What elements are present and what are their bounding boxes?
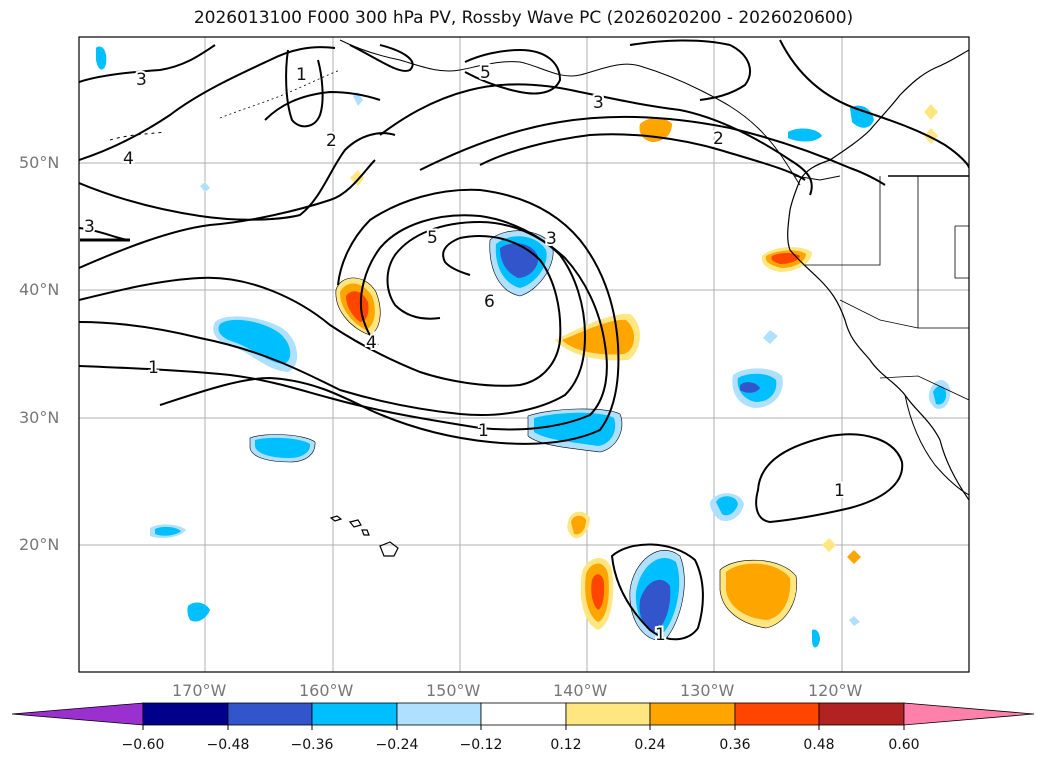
orange-anomaly — [822, 538, 836, 552]
orange-anomaly — [847, 550, 861, 564]
colorbar — [11, 702, 1035, 730]
blue-anomaly — [187, 602, 210, 622]
contour-label: 2 — [326, 131, 337, 151]
contour-label: 1 — [296, 65, 307, 85]
colorbar-tick: 0.12 — [550, 737, 582, 753]
orange-anomaly — [771, 253, 800, 264]
blue-anomaly — [200, 182, 210, 192]
colorbar-tick: −0.12 — [459, 737, 503, 753]
orange-anomaly — [346, 291, 369, 322]
gridlines — [79, 37, 969, 672]
blue-anomaly — [218, 319, 291, 364]
lat-label-50n: 50°N — [19, 153, 60, 172]
blue-anomaly — [534, 412, 616, 446]
blue-anomaly — [933, 386, 947, 405]
blue-anomaly — [500, 243, 539, 278]
blue-anomaly — [812, 629, 820, 648]
colorbar-tick: 0.24 — [634, 737, 666, 753]
pv-contours — [79, 39, 969, 641]
colorbar-tick: −0.60 — [121, 737, 165, 753]
orange-anomaly — [924, 104, 938, 120]
colorbar-tick: −0.36 — [290, 737, 334, 753]
blue-anomaly — [96, 46, 107, 70]
contour-label: 5 — [427, 228, 438, 248]
lat-label-40n: 40°N — [19, 280, 60, 299]
contour-label: 4 — [366, 333, 377, 353]
orange-anomaly — [726, 563, 791, 620]
contour-label: 1 — [478, 421, 489, 441]
blue-anomaly — [788, 128, 822, 142]
purple-anomaly — [639, 579, 671, 632]
blue-anomaly — [850, 105, 874, 128]
contour-label: 1 — [834, 481, 845, 501]
lon-label-130w: 130°W — [680, 681, 735, 700]
pv-shading — [96, 46, 951, 648]
blue-anomaly — [353, 92, 363, 106]
coastlines — [109, 39, 969, 557]
contour-label: 4 — [123, 149, 134, 169]
blue-anomaly — [849, 616, 860, 626]
purple-anomaly — [740, 382, 760, 393]
colorbar-under — [11, 702, 144, 726]
contour-label: 2 — [713, 129, 724, 149]
contour-label: 3 — [546, 229, 557, 249]
orange-anomaly — [350, 170, 364, 186]
contour-label: 1 — [655, 625, 666, 645]
blue-anomaly — [255, 437, 311, 458]
colorbar-tick: 0.60 — [888, 737, 920, 753]
contour-label: 1 — [148, 358, 159, 378]
colorbar-tick: 0.48 — [803, 737, 835, 753]
blue-anomaly — [763, 330, 778, 344]
colorbar-over — [903, 702, 1035, 726]
contour-label: 3 — [136, 70, 147, 90]
colorbar-tick: −0.24 — [375, 737, 419, 753]
lon-label-140w: 140°W — [553, 681, 608, 700]
lon-label-160w: 160°W — [299, 681, 354, 700]
contour-label: 5 — [480, 63, 491, 83]
lat-label-30n: 30°N — [19, 408, 60, 427]
contour-label: 6 — [484, 292, 495, 312]
lon-label-120w: 120°W — [808, 681, 863, 700]
lon-label-150w: 150°W — [426, 681, 481, 700]
orange-anomaly — [591, 574, 605, 610]
map-title: 2026013100 F000 300 hPa PV, Rossby Wave … — [193, 8, 854, 28]
map-frame — [78, 36, 970, 673]
contour-label: 3 — [593, 93, 604, 113]
blue-anomaly — [155, 526, 181, 536]
blue-anomaly — [716, 496, 738, 516]
lon-label-170w: 170°W — [172, 681, 227, 700]
colorbar-tick: 0.36 — [719, 737, 751, 753]
orange-anomaly — [571, 515, 586, 535]
lat-label-20n: 20°N — [19, 535, 60, 554]
colorbar-tick: −0.48 — [206, 737, 250, 753]
contour-label: 3 — [84, 217, 95, 237]
